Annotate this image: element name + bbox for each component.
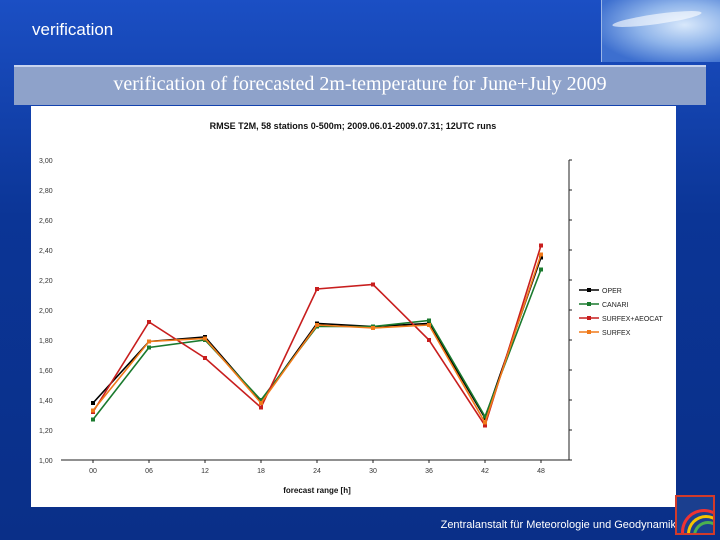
data-point <box>539 243 543 248</box>
zamg-logo <box>675 495 715 535</box>
legend: OPER CANARI SURFEX+AEOCAT SURFEX <box>579 288 663 337</box>
y-tick-label: 2,00 <box>39 308 53 315</box>
legend-label: CANARI <box>602 302 629 309</box>
x-tick-label: 12 <box>201 468 209 475</box>
data-point <box>315 287 319 291</box>
y-tick-label: 1,40 <box>39 398 53 405</box>
y-tick-label: 1,60 <box>39 368 53 375</box>
rmse-line-chart: RMSE T2M, 58 stations 0-500m; 2009.06.01… <box>39 121 663 495</box>
data-point <box>147 345 151 350</box>
banner-title: verification of forecasted 2m-temperatur… <box>113 73 607 95</box>
chart-title: RMSE T2M, 58 stations 0-500m; 2009.06.01… <box>210 121 497 131</box>
y-tick-label: 2,60 <box>39 218 53 225</box>
data-point <box>259 401 263 405</box>
x-tick-label: 36 <box>425 468 433 475</box>
data-point <box>315 323 319 327</box>
title-banner: verification of forecasted 2m-temperatur… <box>14 65 706 105</box>
section-title: verification <box>32 20 114 39</box>
series-line <box>92 257 542 420</box>
legend-label: SURFEX <box>602 330 631 337</box>
chart-panel: RMSE T2M, 58 stations 0-500m; 2009.06.01… <box>31 106 676 507</box>
legend-label: SURFEX+AEOCAT <box>602 316 663 323</box>
legend-marker <box>587 330 591 334</box>
data-point <box>427 323 431 327</box>
x-tick-label: 24 <box>313 468 321 475</box>
x-tick-label: 48 <box>537 468 545 475</box>
data-point <box>539 255 543 260</box>
data-point <box>259 398 263 402</box>
legend-marker <box>587 302 591 306</box>
data-point <box>371 326 375 330</box>
axes: 3,00 2,80 2,60 2,40 2,20 2,00 1,80 1,60 1,40 1,20… <box>39 158 572 475</box>
data-point <box>539 267 543 272</box>
x-axis-label: forecast range [h] <box>283 486 351 495</box>
y-tick-label: 2,20 <box>39 278 53 285</box>
legend-marker <box>587 288 591 292</box>
series-lines <box>91 243 543 428</box>
data-point <box>371 282 375 287</box>
legend-label: OPER <box>602 288 622 295</box>
data-point <box>203 336 207 341</box>
series-line <box>92 269 542 420</box>
data-point <box>147 320 151 324</box>
legend-marker <box>587 316 591 320</box>
x-tick-label: 06 <box>145 468 153 475</box>
data-point <box>427 338 431 342</box>
y-tick-label: 2,40 <box>39 248 53 255</box>
y-tick-label: 2,80 <box>39 188 53 195</box>
data-point <box>259 405 263 410</box>
y-tick-label: 3,00 <box>39 158 53 165</box>
data-point <box>91 401 95 405</box>
y-tick-label: 1,80 <box>39 338 53 345</box>
data-point <box>91 417 95 422</box>
sky-image <box>601 0 720 62</box>
data-point <box>539 252 543 257</box>
x-tick-label: 00 <box>89 468 97 475</box>
y-tick-label: 1,20 <box>39 428 53 435</box>
data-point <box>91 408 95 413</box>
x-tick-label: 18 <box>257 468 265 475</box>
data-point <box>483 423 487 428</box>
data-point <box>427 318 431 323</box>
footer-institution: Zentralanstalt für Meteorologie und Geod… <box>440 519 676 531</box>
data-point <box>203 356 207 360</box>
data-point <box>147 339 151 344</box>
data-point <box>483 420 487 425</box>
x-tick-label: 30 <box>369 468 377 475</box>
data-point <box>483 414 487 419</box>
x-tick-label: 42 <box>481 468 489 475</box>
y-tick-label: 1,00 <box>39 458 53 465</box>
